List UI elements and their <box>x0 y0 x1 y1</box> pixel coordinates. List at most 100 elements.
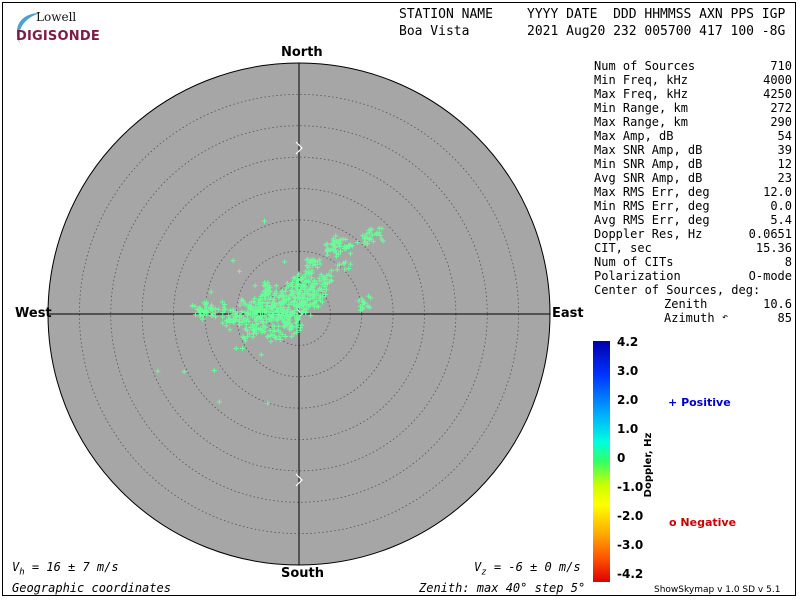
stat-row: Max Amp, dB 54 <box>594 129 792 143</box>
source-point <box>296 290 302 296</box>
source-point <box>233 313 239 319</box>
legend-negative-label: Negative <box>680 516 737 529</box>
stat-row: Max SNR Amp, dB 39 <box>594 143 792 157</box>
source-point <box>342 266 348 272</box>
source-point <box>310 263 316 269</box>
stat-label: Polarization <box>594 269 681 283</box>
source-point <box>330 246 336 252</box>
source-point <box>304 297 310 303</box>
source-point <box>329 268 335 274</box>
stat-value: 54 <box>777 129 792 143</box>
source-point <box>253 325 259 331</box>
source-point <box>323 242 329 248</box>
source-point <box>267 289 273 295</box>
source-point <box>325 280 331 286</box>
source-point <box>227 317 233 323</box>
source-point <box>260 320 266 326</box>
legend-positive: + Positive <box>668 396 731 409</box>
stat-label: Avg SNR Amp, dB <box>594 171 703 185</box>
stat-row: Min Freq, kHz 4000 <box>594 73 792 87</box>
logo-digisonde: DIGISONDE <box>16 29 100 44</box>
source-point <box>311 278 317 284</box>
source-point <box>295 276 301 282</box>
source-point <box>270 305 276 311</box>
source-point <box>244 328 250 334</box>
source-point <box>289 310 295 316</box>
source-point <box>220 314 226 320</box>
source-point <box>291 289 297 295</box>
source-point <box>262 288 268 294</box>
source-point <box>304 263 310 269</box>
colorbar-tick: 3.0 <box>617 364 639 378</box>
colorbar-tick: -2.0 <box>617 509 644 523</box>
source-point <box>197 305 203 311</box>
stat-value: O-mode <box>748 269 792 283</box>
stat-row: CIT, sec 15.36 <box>594 241 792 255</box>
source-point <box>362 238 368 244</box>
source-point <box>287 313 293 319</box>
source-point <box>200 316 206 322</box>
source-point <box>240 346 246 352</box>
source-point <box>308 312 314 318</box>
legend-negative: o Negative <box>669 516 736 529</box>
source-point <box>340 236 346 242</box>
azimuth-value: 85 <box>777 311 792 325</box>
source-point <box>212 310 218 316</box>
source-point <box>330 236 336 242</box>
source-point <box>220 320 226 326</box>
source-point <box>250 331 256 337</box>
source-point <box>365 304 371 310</box>
source-point <box>301 283 307 289</box>
digisonde-logo <box>10 10 110 52</box>
colorbar-tick: 1.0 <box>617 422 639 436</box>
source-point <box>294 284 300 290</box>
statistics-panel: Num of Sources 710 Min Freq, kHz 4000 Max Fr… <box>594 59 792 297</box>
source-point <box>262 279 268 285</box>
source-point <box>298 325 304 331</box>
stat-row: Max Range, km 290 <box>594 115 792 129</box>
source-point <box>222 301 228 307</box>
source-point <box>310 257 316 263</box>
center-of-sources: Zenith 10.6 Azimuth ↶ 85 <box>594 297 792 325</box>
source-point <box>237 316 243 322</box>
logo-swoosh-icon <box>16 13 40 44</box>
source-point <box>216 307 222 313</box>
source-point <box>223 318 229 324</box>
source-point <box>347 242 353 248</box>
source-point <box>303 278 309 284</box>
zenith-row: Zenith 10.6 <box>594 297 792 311</box>
source-point <box>260 300 266 306</box>
source-point <box>240 315 246 321</box>
source-point <box>299 275 305 281</box>
colorbar-tick: 4.2 <box>617 335 639 349</box>
horizontal-velocity: Vh = 16 ± 7 m/s <box>12 560 119 578</box>
source-point <box>279 289 285 295</box>
stat-value: 272 <box>770 101 792 115</box>
source-point <box>366 230 372 236</box>
source-point <box>359 305 365 311</box>
stat-value: 8 <box>784 255 792 269</box>
compass-north: North <box>281 45 323 60</box>
source-point <box>324 252 330 258</box>
source-point <box>249 323 255 329</box>
stat-label: Max Range, km <box>594 115 688 129</box>
source-point <box>277 337 283 343</box>
source-point <box>360 299 366 305</box>
source-point <box>272 333 278 339</box>
stat-value: 15.36 <box>755 241 792 255</box>
stat-value: 4250 <box>763 87 792 101</box>
header-row1-right: YYYY DATE DDD HHMMSS AXN PPS IGP <box>527 7 786 22</box>
source-point <box>379 226 385 232</box>
source-point <box>269 312 275 318</box>
source-point <box>255 320 261 326</box>
source-point <box>155 368 161 374</box>
source-point <box>274 316 280 322</box>
source-point <box>367 235 373 241</box>
source-point <box>325 247 331 253</box>
zenith-scale-label: Zenith: max 40° step 5° <box>419 581 586 595</box>
plus-icon: + <box>668 396 678 409</box>
source-point <box>364 231 370 237</box>
source-point <box>237 302 243 308</box>
source-point <box>246 318 252 324</box>
source-point <box>268 315 274 321</box>
